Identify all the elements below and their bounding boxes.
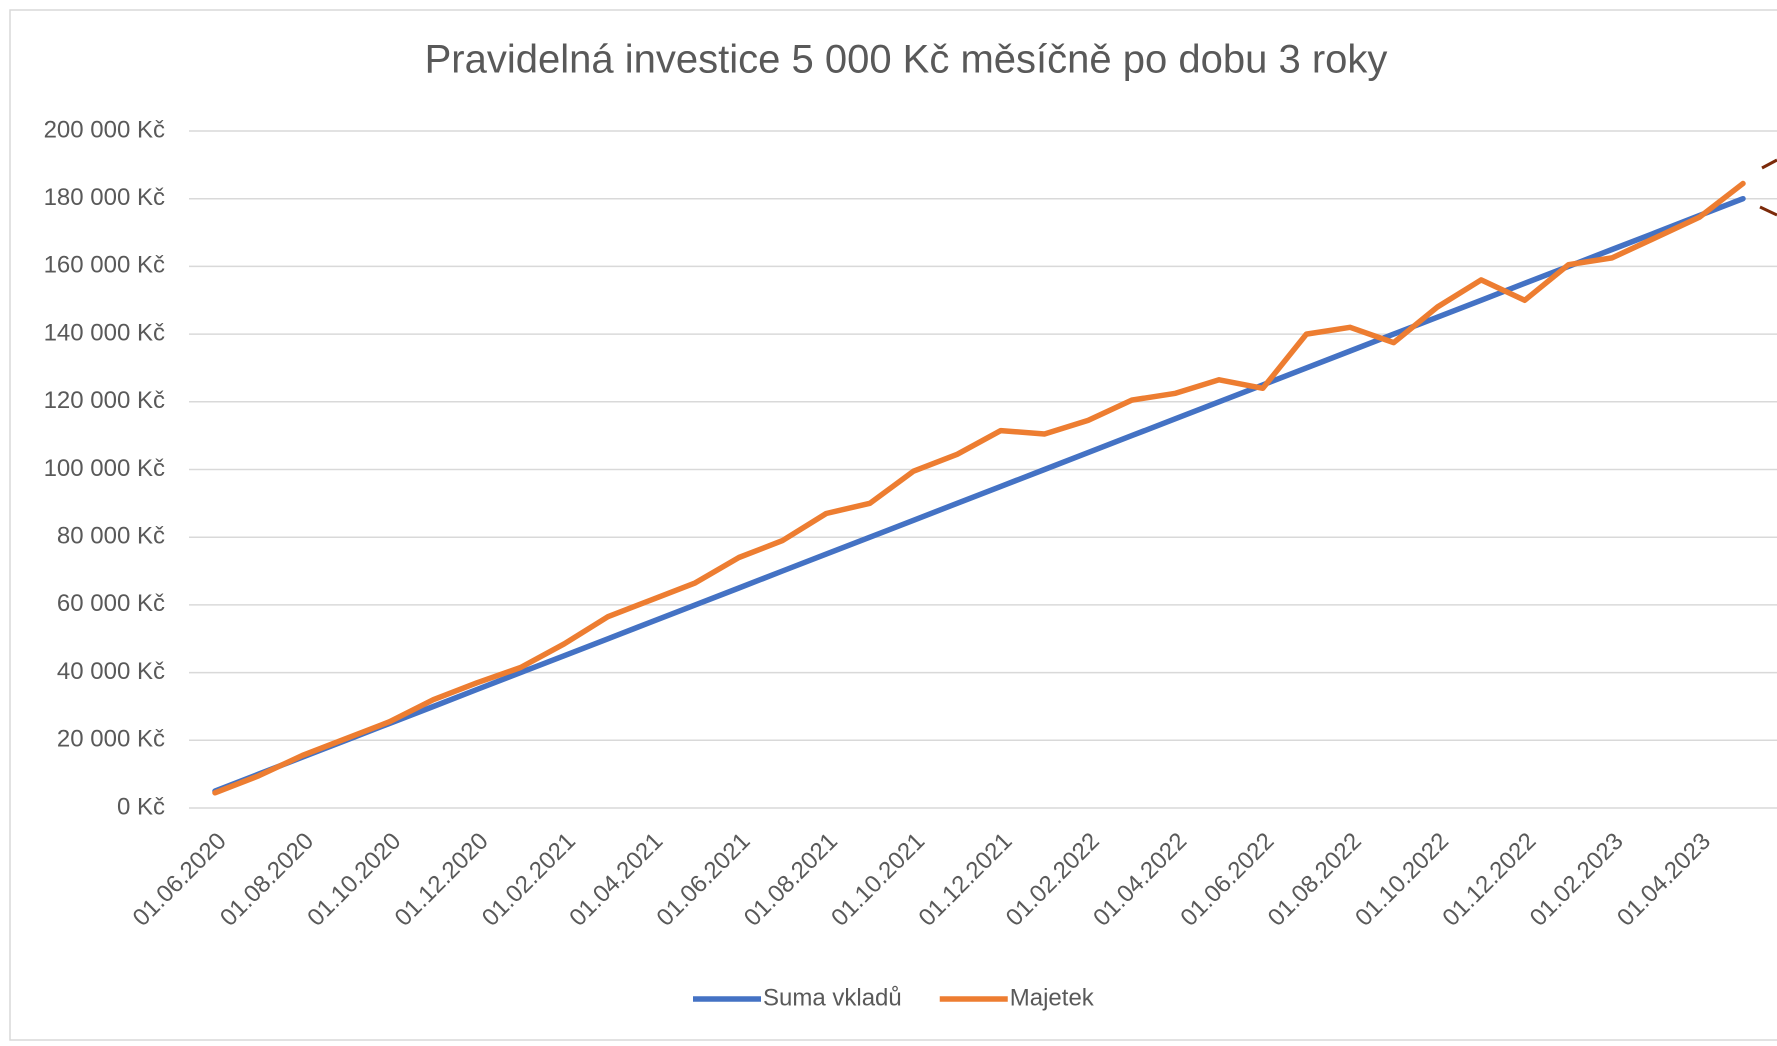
y-tick-label: 160 000 Kč (44, 252, 165, 279)
legend-label: Suma vkladů (763, 984, 902, 1011)
y-tick-label: 100 000 Kč (44, 455, 165, 482)
chart-title: Pravidelná investice 5 000 Kč měsíčně po… (425, 38, 1388, 82)
y-tick-label: 40 000 Kč (57, 658, 165, 685)
y-tick-label: 140 000 Kč (44, 319, 165, 346)
y-tick-label: 200 000 Kč (44, 116, 165, 143)
y-tick-label: 120 000 Kč (44, 387, 165, 414)
legend-label: Majetek (1010, 984, 1095, 1011)
y-tick-label: 60 000 Kč (57, 590, 165, 617)
y-tick-label: 0 Kč (117, 793, 165, 820)
y-tick-label: 80 000 Kč (57, 523, 165, 550)
y-tick-label: 20 000 Kč (57, 726, 165, 753)
chart: Pravidelná investice 5 000 Kč měsíčně po… (0, 0, 1777, 1046)
page: {"chart_data": { "type": "line", "title"… (0, 0, 1777, 1046)
y-tick-label: 180 000 Kč (44, 184, 165, 211)
